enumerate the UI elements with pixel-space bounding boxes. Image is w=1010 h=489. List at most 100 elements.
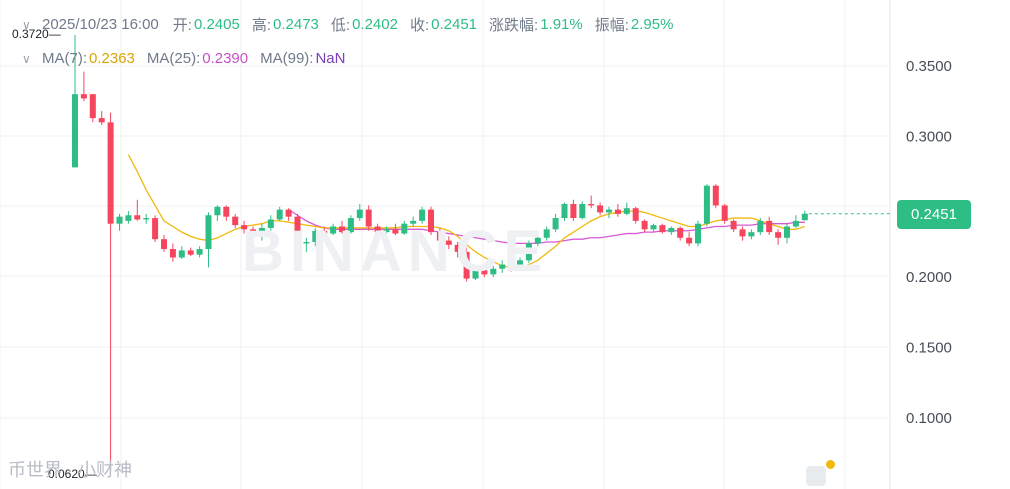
candle-body: [267, 219, 274, 228]
candle-body: [125, 215, 132, 221]
candle-body: [561, 203, 568, 219]
candle-body: [152, 218, 159, 240]
candle-body: [606, 209, 612, 213]
candle-body: [721, 205, 728, 221]
candle-body: [436, 232, 443, 241]
candle-body: [178, 250, 185, 258]
candle-body: [499, 264, 506, 269]
candle-body: [196, 249, 203, 255]
ohlc-legend: ∨ 2025/10/23 16:00 开: 0.2405 高: 0.2473 低…: [22, 14, 685, 35]
current-price-tag: 0.2451: [897, 200, 971, 229]
candle-body: [695, 223, 701, 244]
candle-body: [792, 220, 799, 227]
candle-body: [703, 185, 710, 224]
candle-body: [730, 220, 737, 230]
ma25-value: 0.2390: [202, 50, 249, 67]
candle-body: [223, 206, 230, 217]
candle-body: [481, 270, 488, 275]
close-label: 收:: [409, 17, 430, 34]
ma99-value: NaN: [315, 50, 346, 67]
candle-body: [552, 218, 559, 230]
candle-body: [748, 232, 755, 237]
candle-body: [757, 220, 764, 233]
notes-icon[interactable]: [806, 466, 826, 486]
candle-time: 2025/10/23 16:00: [42, 16, 159, 33]
candle-body: [347, 218, 354, 233]
candle-body: [445, 240, 452, 245]
candle-body: [428, 209, 434, 233]
low-value: 0.2402: [352, 16, 398, 33]
candle-body: [775, 232, 782, 238]
candle-body: [169, 249, 176, 258]
candle-body: [330, 226, 337, 234]
candle-body: [80, 94, 87, 99]
amplitude-value: 2.95%: [630, 16, 674, 33]
close-value: 0.2451: [431, 16, 478, 33]
max-price-label: 0.3720—: [12, 27, 61, 41]
open-value: 0.2405: [193, 16, 240, 33]
candle-body: [570, 203, 577, 219]
candle-body: [454, 244, 461, 252]
candle-body: [107, 122, 114, 224]
notification-dot-icon: [826, 460, 835, 469]
chevron-down-icon[interactable]: ∨: [22, 17, 31, 32]
candle-body: [614, 209, 621, 214]
ma7-value: 0.2363: [89, 50, 135, 67]
change-label: 涨跌幅:: [489, 17, 539, 34]
ma99-label: MA(99):: [260, 50, 314, 67]
candle-body: [392, 229, 399, 234]
y-tick-label: 0.3000: [906, 128, 952, 145]
candle-body: [321, 230, 328, 234]
candle-body: [205, 215, 212, 250]
candle-body: [677, 227, 684, 238]
candle-body: [588, 203, 595, 206]
candle-body: [250, 229, 256, 237]
candle-body: [632, 208, 639, 221]
y-tick-label: 0.3500: [906, 58, 952, 75]
candle-body: [472, 270, 479, 279]
candle-body: [641, 220, 648, 230]
candle-body: [419, 209, 426, 221]
candle-body: [597, 205, 604, 213]
candle-body: [410, 220, 417, 224]
candle-body: [143, 218, 150, 220]
candle-body: [508, 264, 515, 269]
candle-body: [187, 250, 194, 255]
candle-body: [214, 206, 221, 216]
y-tick-label: 0.2000: [906, 269, 952, 286]
candle-body: [276, 209, 283, 220]
amplitude-label: 振幅:: [594, 17, 629, 34]
candle-body: [241, 225, 248, 230]
candle-body: [712, 185, 719, 206]
ma-legend: ∨ MA(7): 0.2363 MA(25): 0.2390 MA(99): N…: [22, 50, 357, 67]
change-value: 1.91%: [540, 16, 583, 33]
candle-body: [784, 226, 790, 238]
chevron-down-icon[interactable]: ∨: [22, 51, 31, 66]
candle-body: [72, 94, 78, 168]
candle-body: [258, 227, 265, 237]
candle-body: [303, 242, 310, 244]
low-label: 低:: [330, 17, 351, 34]
candle-body: [579, 203, 586, 219]
candle-body: [232, 216, 239, 226]
open-label: 开:: [172, 17, 192, 34]
candle-body: [650, 225, 657, 230]
high-label: 高:: [251, 17, 272, 34]
ma7-label: MA(7):: [42, 50, 87, 67]
candle-body: [686, 237, 693, 244]
candle-body: [463, 251, 470, 279]
min-price-label: 0.0620—: [48, 467, 97, 481]
candle-body: [312, 230, 319, 242]
candle-body: [534, 237, 541, 244]
candle-body: [543, 229, 550, 238]
candle-body: [659, 225, 666, 233]
source-logo: 币世界 · 小财神: [8, 460, 132, 480]
candle-body: [374, 226, 381, 233]
candle-body: [98, 118, 105, 123]
candle-body: [766, 220, 773, 233]
candle-body: [525, 243, 532, 261]
candle-body: [89, 94, 96, 119]
candle-body: [285, 209, 292, 217]
